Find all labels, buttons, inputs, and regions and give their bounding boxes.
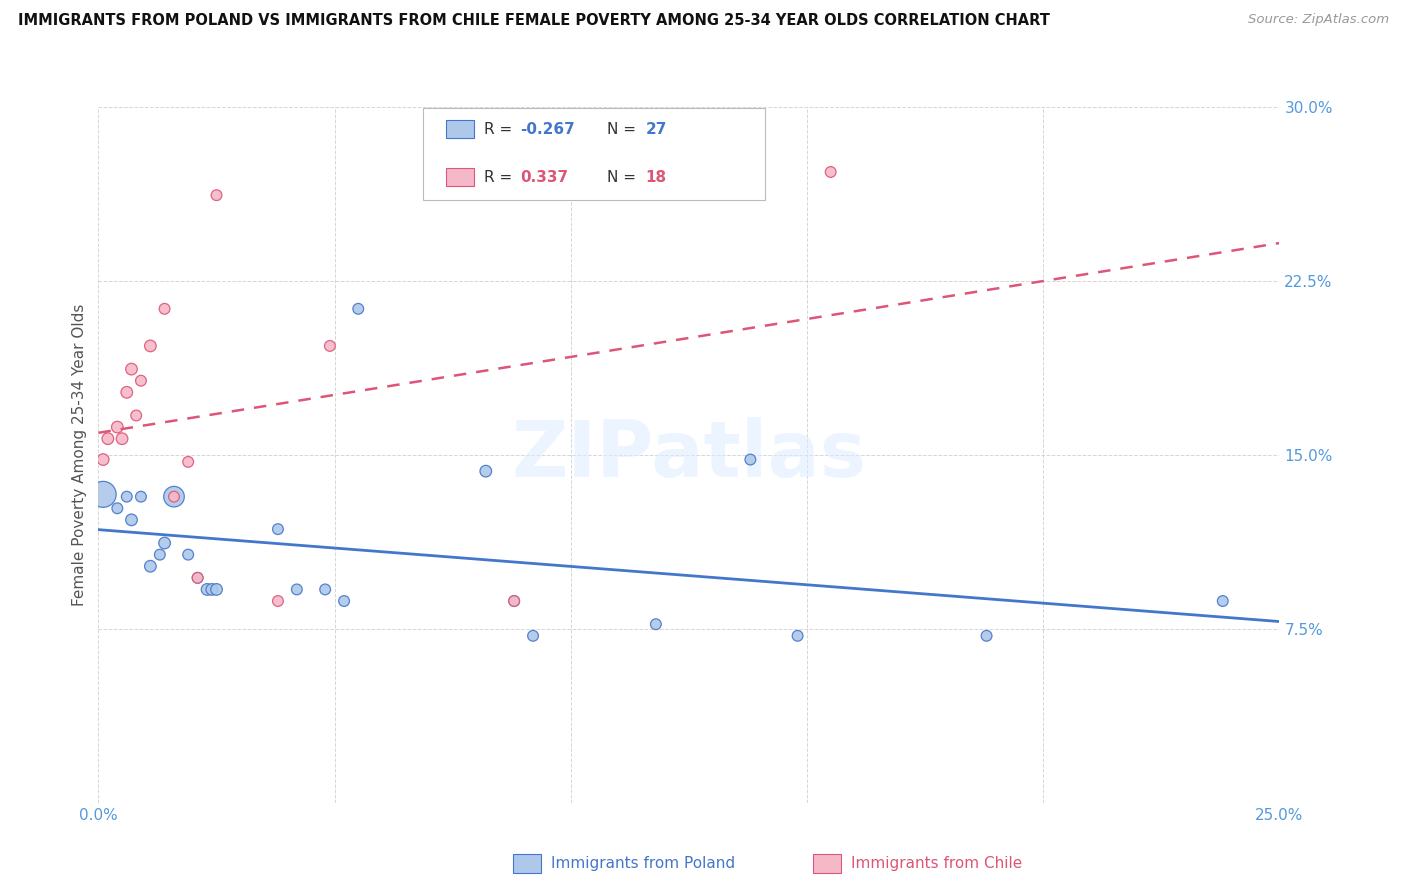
Point <box>129 374 152 388</box>
Point <box>314 582 336 597</box>
Point <box>333 594 356 608</box>
Text: Immigrants from Chile: Immigrants from Chile <box>851 856 1022 871</box>
Y-axis label: Female Poverty Among 25-34 Year Olds: Female Poverty Among 25-34 Year Olds <box>72 304 87 606</box>
Point <box>267 522 290 536</box>
Point <box>149 548 172 562</box>
Point <box>503 594 526 608</box>
Text: Source: ZipAtlas.com: Source: ZipAtlas.com <box>1249 13 1389 27</box>
Point <box>976 629 998 643</box>
Point <box>187 571 209 585</box>
Point <box>111 432 134 446</box>
Point <box>139 559 162 574</box>
Text: Immigrants from Poland: Immigrants from Poland <box>551 856 735 871</box>
Point <box>201 582 224 597</box>
Point <box>285 582 308 597</box>
Point <box>97 432 120 446</box>
Text: IMMIGRANTS FROM POLAND VS IMMIGRANTS FROM CHILE FEMALE POVERTY AMONG 25-34 YEAR : IMMIGRANTS FROM POLAND VS IMMIGRANTS FRO… <box>18 13 1050 29</box>
Point <box>786 629 808 643</box>
Point <box>91 452 114 467</box>
Point <box>187 571 209 585</box>
Point <box>644 617 666 632</box>
Point <box>115 385 138 400</box>
Point <box>139 339 162 353</box>
Text: R =: R = <box>484 122 517 136</box>
Point <box>1212 594 1234 608</box>
Point <box>121 362 143 376</box>
Text: ZIPatlas: ZIPatlas <box>512 417 866 493</box>
Text: N =: N = <box>607 122 641 136</box>
Point <box>319 339 342 353</box>
Text: 18: 18 <box>645 169 666 185</box>
Point <box>522 629 544 643</box>
Point <box>205 582 228 597</box>
Text: -0.267: -0.267 <box>520 122 575 136</box>
Point <box>177 548 200 562</box>
Point <box>105 501 128 516</box>
Text: R =: R = <box>484 169 522 185</box>
Text: N =: N = <box>607 169 641 185</box>
Point <box>740 452 762 467</box>
Point <box>163 490 186 504</box>
Point <box>163 490 186 504</box>
Point <box>121 513 143 527</box>
Point <box>195 582 218 597</box>
Point <box>153 301 176 316</box>
Text: 0.337: 0.337 <box>520 169 568 185</box>
Point <box>105 420 128 434</box>
Point <box>205 188 228 202</box>
Point <box>503 594 526 608</box>
Point <box>177 455 200 469</box>
Point <box>267 594 290 608</box>
Point <box>125 409 148 423</box>
Point <box>153 536 176 550</box>
Point <box>115 490 138 504</box>
Text: 27: 27 <box>645 122 666 136</box>
Point <box>475 464 498 478</box>
Point <box>129 490 152 504</box>
Point <box>347 301 370 316</box>
Point <box>91 487 114 501</box>
Point <box>820 165 842 179</box>
